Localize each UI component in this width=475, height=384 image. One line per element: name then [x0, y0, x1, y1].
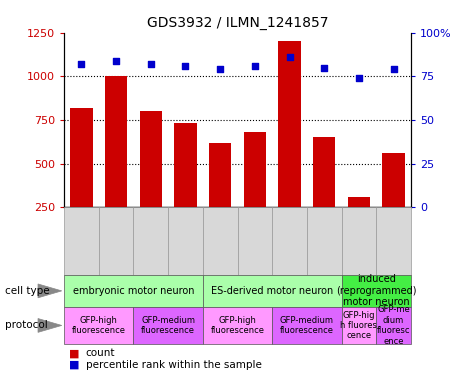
Point — [78, 61, 86, 67]
Point — [181, 63, 189, 69]
Text: ES-derived motor neuron: ES-derived motor neuron — [211, 286, 333, 296]
Bar — [313, 137, 335, 251]
Point — [217, 66, 224, 73]
Text: GFP-me
dium
fluoresc
ence: GFP-me dium fluoresc ence — [377, 305, 410, 346]
Bar — [278, 41, 301, 251]
Bar — [174, 124, 197, 251]
Text: GFP-medium
fluorescence: GFP-medium fluorescence — [141, 316, 195, 335]
Text: count: count — [86, 348, 115, 358]
Point — [147, 61, 155, 67]
Point — [320, 65, 328, 71]
Bar — [209, 143, 231, 251]
Text: protocol: protocol — [5, 320, 48, 331]
Text: cell type: cell type — [5, 286, 49, 296]
Point — [113, 58, 120, 64]
Title: GDS3932 / ILMN_1241857: GDS3932 / ILMN_1241857 — [147, 16, 328, 30]
Point — [390, 66, 397, 73]
Point — [286, 54, 294, 60]
Text: GFP-high
fluorescence: GFP-high fluorescence — [210, 316, 265, 335]
Text: ■: ■ — [69, 348, 79, 358]
Bar — [348, 197, 370, 251]
Text: percentile rank within the sample: percentile rank within the sample — [86, 360, 261, 370]
Bar — [382, 153, 405, 251]
Bar — [70, 108, 93, 251]
Text: embryonic motor neuron: embryonic motor neuron — [73, 286, 194, 296]
Bar — [244, 132, 266, 251]
Text: GFP-medium
fluorescence: GFP-medium fluorescence — [280, 316, 334, 335]
Text: induced
(reprogrammed)
motor neuron: induced (reprogrammed) motor neuron — [336, 274, 417, 308]
Text: ■: ■ — [69, 360, 79, 370]
Point — [355, 75, 363, 81]
Text: GFP-high
fluorescence: GFP-high fluorescence — [72, 316, 126, 335]
Bar — [105, 76, 127, 251]
Text: GFP-hig
h fluores
cence: GFP-hig h fluores cence — [341, 311, 377, 340]
Bar — [140, 111, 162, 251]
Point — [251, 63, 259, 69]
